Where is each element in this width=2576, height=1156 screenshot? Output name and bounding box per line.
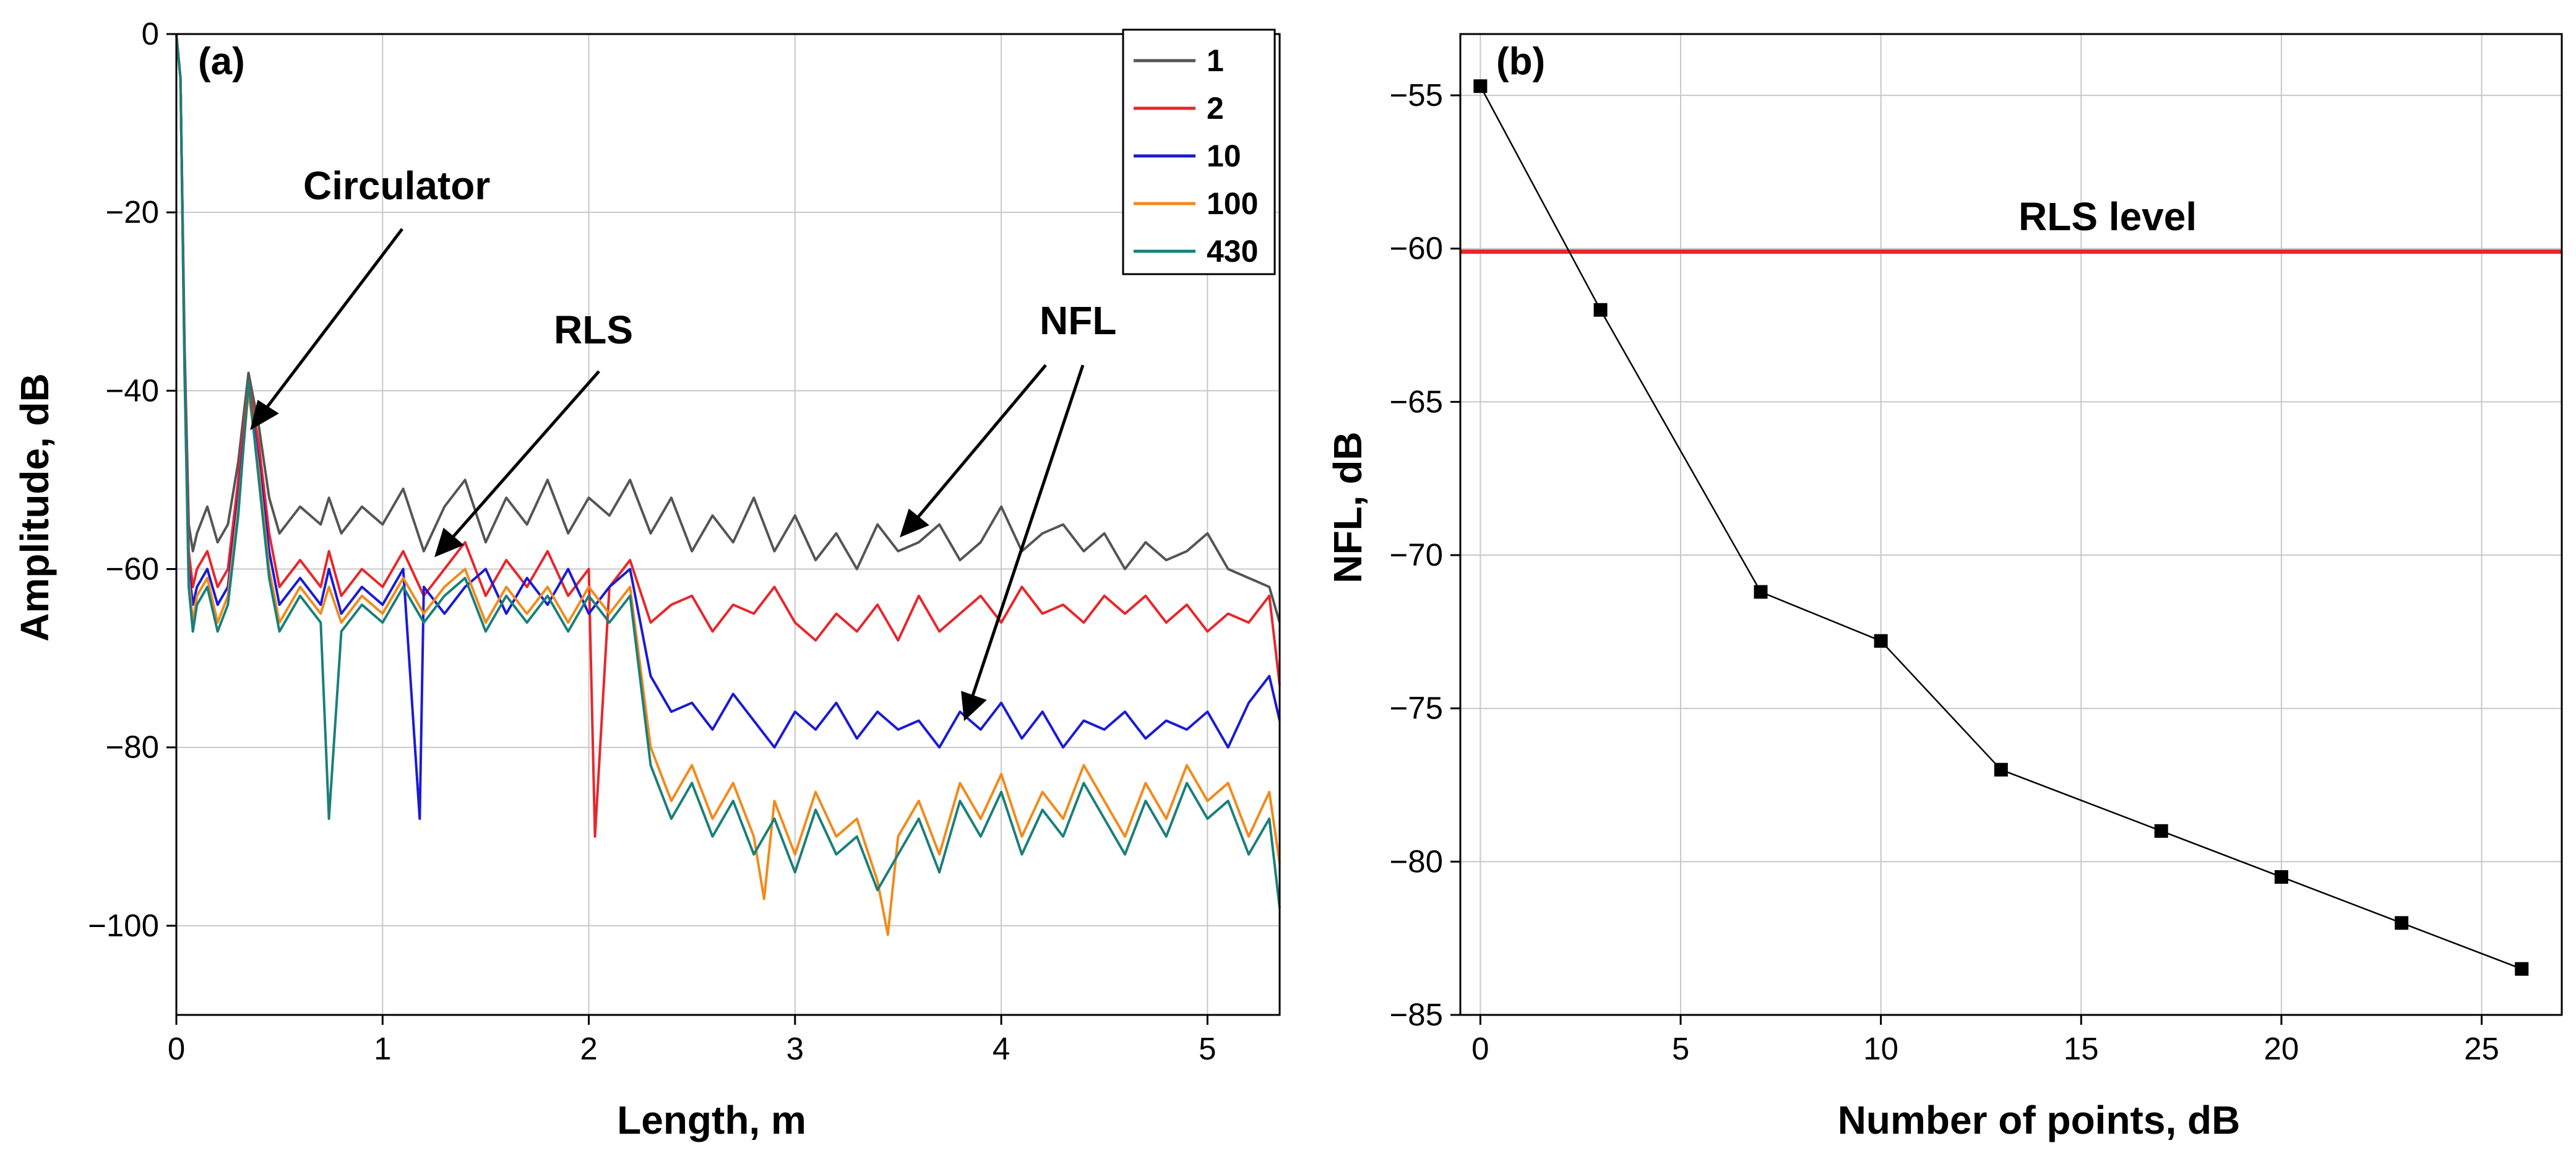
panel-b-tag: (b)	[1496, 40, 1545, 83]
legend-label-1: 1	[1207, 43, 1224, 78]
arrow-nfl-1-head	[900, 508, 929, 538]
panel-a-x-tick-label: 5	[1199, 1031, 1216, 1066]
panel-a-series-line-1	[175, 33, 1281, 623]
panel-a-series-line-2	[175, 33, 1281, 838]
legend-label-430: 430	[1207, 234, 1258, 269]
panel-b-y-tick-label: −55	[1389, 77, 1443, 113]
panel-b-data-point	[1994, 762, 2008, 777]
panel-a-x-tick-label: 1	[374, 1031, 391, 1066]
panel-b-x-tick-label: 0	[1471, 1031, 1489, 1066]
panel-a-x-tick-label: 3	[786, 1031, 804, 1066]
panel-b-data-point	[1473, 79, 1488, 93]
arrow-nfl-1	[915, 364, 1047, 521]
panel-b-data-point	[2515, 962, 2529, 976]
arrow-rls-head	[434, 527, 464, 558]
rls-level-label: RLS level	[2018, 194, 2197, 239]
legend-label-100: 100	[1207, 186, 1258, 221]
panel-a: 0 1 2 3 4 5 0 −20 −40 −60 −80 −100 (a) Length, m A…	[12, 16, 1281, 1142]
panel-a-y-tick-label: −60	[105, 551, 159, 587]
panel-a-y-tick-label: 0	[142, 16, 159, 51]
panel-b-data-point	[2274, 870, 2288, 884]
annotation-rls: RLS	[554, 308, 633, 352]
legend-box	[1122, 28, 1276, 275]
panel-b-y-tick-label: −70	[1389, 537, 1443, 572]
panel-b-y-ticks: −55 −60 −65 −70 −75 −80 −85	[1389, 77, 1460, 1032]
panel-b-x-tick-label: 10	[1863, 1031, 1898, 1066]
panel-a-y-tick-label: −40	[105, 373, 159, 408]
panel-b-series-line-0	[1480, 85, 2522, 970]
panel-a-y-tick-label: −20	[105, 194, 159, 230]
panel-a-legend: 1 2 10 100 430	[1122, 28, 1276, 275]
panel-b-x-tick-label: 5	[1672, 1031, 1689, 1066]
arrow-nfl-2-head	[961, 691, 987, 722]
panel-b-y-tick-label: −65	[1389, 384, 1443, 419]
arrow-nfl-2	[970, 364, 1085, 700]
panel-b-x-tick-label: 25	[2464, 1031, 2499, 1066]
panel-a-x-axis-title: Length, m	[617, 1098, 806, 1142]
legend-items: 1 2 10 100 430	[1134, 43, 1258, 269]
panel-b-y-tick-label: −60	[1389, 231, 1443, 266]
panel-a-y-tick-label: −80	[105, 730, 159, 765]
panel-b-y-tick-label: −75	[1389, 691, 1443, 726]
panel-b: RLS level 0 5 10 15 20 25 −55−60−65−70−75−80−…	[1325, 33, 2563, 1142]
panel-b-x-axis-title: Number of points, dB	[1838, 1098, 2241, 1142]
panel-b-data-point	[2154, 824, 2168, 838]
panel-a-x-ticks: 0 1 2 3 4 5	[168, 1015, 1217, 1066]
panel-b-x-ticks: 0 5 10 15 20 25	[1471, 1015, 2499, 1066]
panel-b-x-tick-label: 15	[2064, 1031, 2099, 1066]
annotation-circulator: Circulator	[303, 163, 490, 208]
panel-a-y-axis-title: Amplitude, dB	[12, 373, 57, 642]
arrow-rls	[450, 370, 600, 540]
annotation-nfl: NFL	[1040, 298, 1116, 343]
panel-a-series-line-10	[175, 33, 1281, 820]
panel-b-y-tick-label: −80	[1389, 843, 1443, 879]
panel-b-series	[1473, 79, 2529, 976]
panel-a-x-tick-label: 2	[580, 1031, 597, 1066]
arrow-circulator-head	[250, 400, 279, 431]
legend-label-2: 2	[1207, 91, 1224, 126]
panel-b-data-point	[2395, 916, 2409, 930]
panel-a-y-tick-label: −100	[88, 908, 159, 943]
panel-b-x-tick-label: 20	[2264, 1031, 2299, 1066]
panel-b-data-point	[1593, 303, 1608, 317]
panel-b-y-tick-label: −85	[1389, 997, 1443, 1032]
panel-b-data-point	[1874, 634, 1888, 648]
arrow-circulator	[265, 228, 403, 410]
panel-b-grid	[1460, 34, 2562, 1016]
panel-a-plot-frame	[175, 33, 1281, 1016]
panel-a-y-ticks: 0 −20 −40 −60 −80 −100	[88, 16, 176, 943]
panel-b-y-axis-title: NFL, dB	[1325, 431, 1370, 583]
panel-a-x-tick-label: 0	[168, 1031, 185, 1066]
annotation-arrows	[250, 228, 1085, 722]
panel-b-data-point	[1754, 585, 1768, 599]
panel-a-x-tick-label: 4	[993, 1031, 1010, 1066]
panel-a-tag: (a)	[198, 40, 245, 83]
panel-a-series-line-430	[175, 33, 1281, 908]
legend-label-10: 10	[1207, 139, 1241, 173]
panel-b-plot-frame	[1459, 33, 2563, 1016]
